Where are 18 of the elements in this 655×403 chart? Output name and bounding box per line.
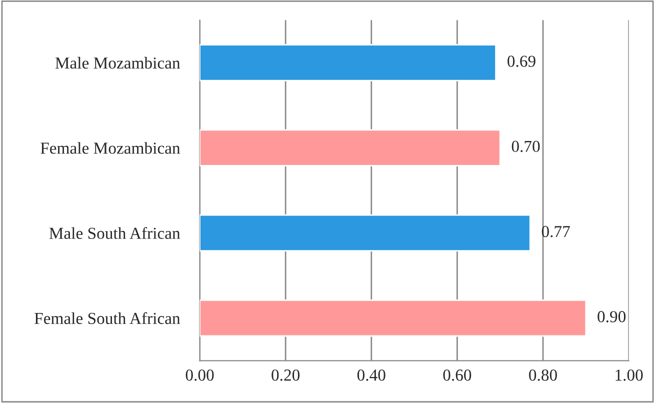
x-tick-label: 0.00 xyxy=(186,370,214,381)
x-tick-label: 1.00 xyxy=(616,370,643,381)
x-tick-label: 0.40 xyxy=(357,370,386,381)
bar xyxy=(200,300,587,337)
y-tick-label: Female Mozambican xyxy=(40,142,180,154)
data-label: 0.69 xyxy=(508,56,536,67)
x-tick-label: 0.60 xyxy=(443,370,472,381)
x-tick-label: 0.20 xyxy=(272,370,300,381)
y-tick-label: Female South African xyxy=(34,312,180,324)
data-label: 0.90 xyxy=(598,311,626,322)
x-tick-label: 0.80 xyxy=(529,370,557,381)
bar xyxy=(200,214,531,252)
y-tick-label: Male Mozambican xyxy=(55,56,180,69)
data-label: 0.70 xyxy=(512,140,540,152)
data-label: 0.77 xyxy=(542,226,570,238)
bar xyxy=(200,129,501,166)
y-tick-label: Male South African xyxy=(49,227,180,239)
bar xyxy=(200,44,496,82)
